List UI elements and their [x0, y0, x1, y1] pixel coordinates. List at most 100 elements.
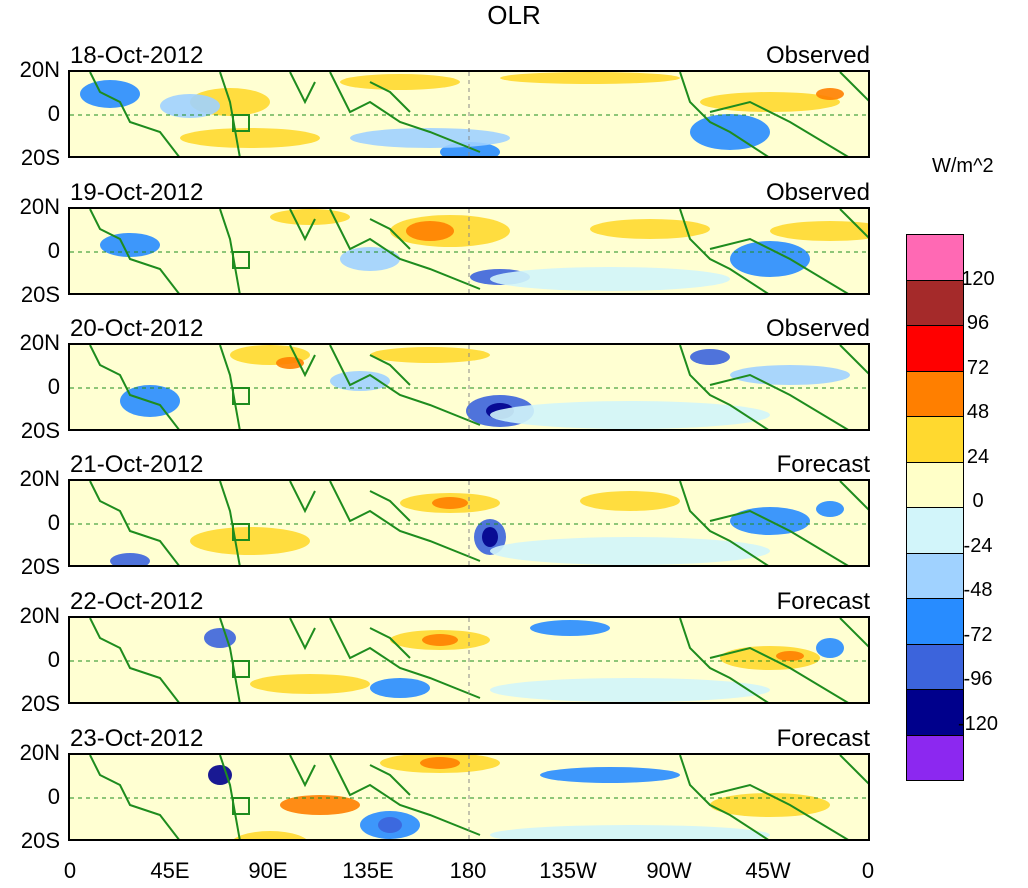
coastline [289, 755, 316, 788]
coastline [369, 81, 411, 113]
colorbar-swatch [906, 689, 964, 735]
colorbar-label: -72 [963, 623, 993, 646]
coastline [219, 618, 241, 702]
coastline [369, 764, 411, 796]
coastline [89, 72, 180, 156]
coastline [679, 481, 769, 565]
coastline [289, 345, 316, 378]
lat-label: 20S [20, 691, 60, 716]
olr-anomaly-blob [80, 80, 140, 108]
colorbar-label: 72 [966, 356, 990, 379]
olr-anomaly-blob [490, 401, 770, 429]
coastline [329, 618, 481, 699]
olr-anomaly-blob [490, 678, 770, 702]
olr-anomaly-blob [370, 678, 430, 698]
coastline [679, 618, 769, 702]
lon-label: 0 [63, 858, 77, 883]
lat-label: 0 [47, 101, 60, 126]
olr-anomaly-blob [540, 767, 680, 783]
colorbar-swatch [906, 416, 964, 462]
colorbar-swatch [906, 507, 964, 553]
olr-anomaly-blob [816, 638, 844, 658]
lat-label: 20N [19, 466, 60, 491]
olr-anomaly-blob [370, 347, 490, 363]
lat-label: 20N [19, 194, 60, 219]
coastline [709, 237, 849, 293]
lon-label: 90E [248, 858, 288, 883]
panel-status: Observed [765, 315, 870, 342]
colorbar-label: 24 [966, 445, 990, 468]
lon-label: 45E [150, 858, 190, 883]
lat-label: 20N [19, 57, 60, 82]
olr-map [68, 70, 870, 158]
coastline [329, 481, 481, 562]
lat-label: 0 [47, 784, 60, 809]
coastline [679, 72, 769, 156]
olr-map [68, 753, 870, 841]
olr-anomaly-blob [270, 209, 350, 225]
olr-anomaly-blob [530, 620, 610, 636]
coastline [679, 755, 769, 839]
olr-anomaly-blob [816, 501, 844, 517]
olr-anomaly-blob [730, 241, 810, 277]
olr-anomaly-blob [422, 634, 458, 646]
lat-label: 20S [20, 828, 60, 853]
olr-anomaly-blob [816, 88, 844, 100]
olr-anomaly-blob [776, 651, 804, 661]
olr-anomaly-blob [590, 219, 710, 239]
coastline [709, 509, 849, 565]
olr-anomaly-blob [340, 247, 400, 271]
chart-title: OLR [487, 0, 541, 30]
coastline [219, 345, 241, 429]
coastline [329, 755, 481, 836]
colorbar-swatch [906, 734, 964, 781]
panel-date: 21-Oct-2012 [70, 451, 204, 478]
olr-anomaly-blob [350, 128, 510, 148]
coastline [839, 72, 868, 102]
olr-map [68, 616, 870, 704]
olr-anomaly-blob [204, 628, 236, 648]
coastline [839, 755, 868, 785]
colorbar-label: 120 [961, 267, 995, 290]
colorbar-swatch [906, 279, 964, 325]
olr-anomaly-blob [233, 831, 307, 839]
longitude-axis: 0 45E 90E 135E 180 135W 90W 45W 0 [0, 858, 1028, 888]
colorbar-label: -120 [957, 712, 999, 735]
coastline [89, 618, 180, 702]
coastline [89, 209, 180, 293]
lat-label: 20N [19, 603, 60, 628]
lon-label: 90W [646, 858, 692, 883]
olr-anomaly-blob [432, 497, 468, 509]
colorbar-label: 48 [966, 401, 990, 423]
coastline [369, 627, 411, 659]
lat-label: 20S [20, 554, 60, 579]
olr-anomaly-blob [378, 817, 402, 833]
coastline [329, 209, 481, 290]
coastline [369, 490, 411, 522]
colorbar-swatch [906, 552, 964, 598]
olr-field [70, 72, 868, 156]
coastline [709, 100, 849, 156]
coastline [219, 209, 241, 293]
coastline [219, 755, 241, 839]
coastline [839, 345, 868, 375]
lat-label: 20S [20, 145, 60, 170]
panel-status: Forecast [776, 725, 870, 752]
lat-label: 0 [47, 647, 60, 672]
olr-field [70, 618, 868, 702]
olr-anomaly-blob [110, 553, 150, 565]
coastline [219, 72, 241, 156]
olr-anomaly-blob [500, 72, 680, 84]
olr-anomaly-blob [482, 527, 498, 547]
panel-status: Forecast [776, 588, 870, 615]
coastline [839, 618, 868, 648]
olr-field [70, 755, 868, 839]
coastline [89, 345, 180, 429]
coastline [709, 783, 849, 839]
panel-status: Observed [765, 179, 870, 206]
olr-anomaly-blob [580, 491, 680, 511]
lat-label: 20S [20, 418, 60, 443]
panel-date: 20-Oct-2012 [70, 315, 204, 342]
coastline [709, 373, 849, 429]
lon-label: 0 [861, 858, 875, 883]
